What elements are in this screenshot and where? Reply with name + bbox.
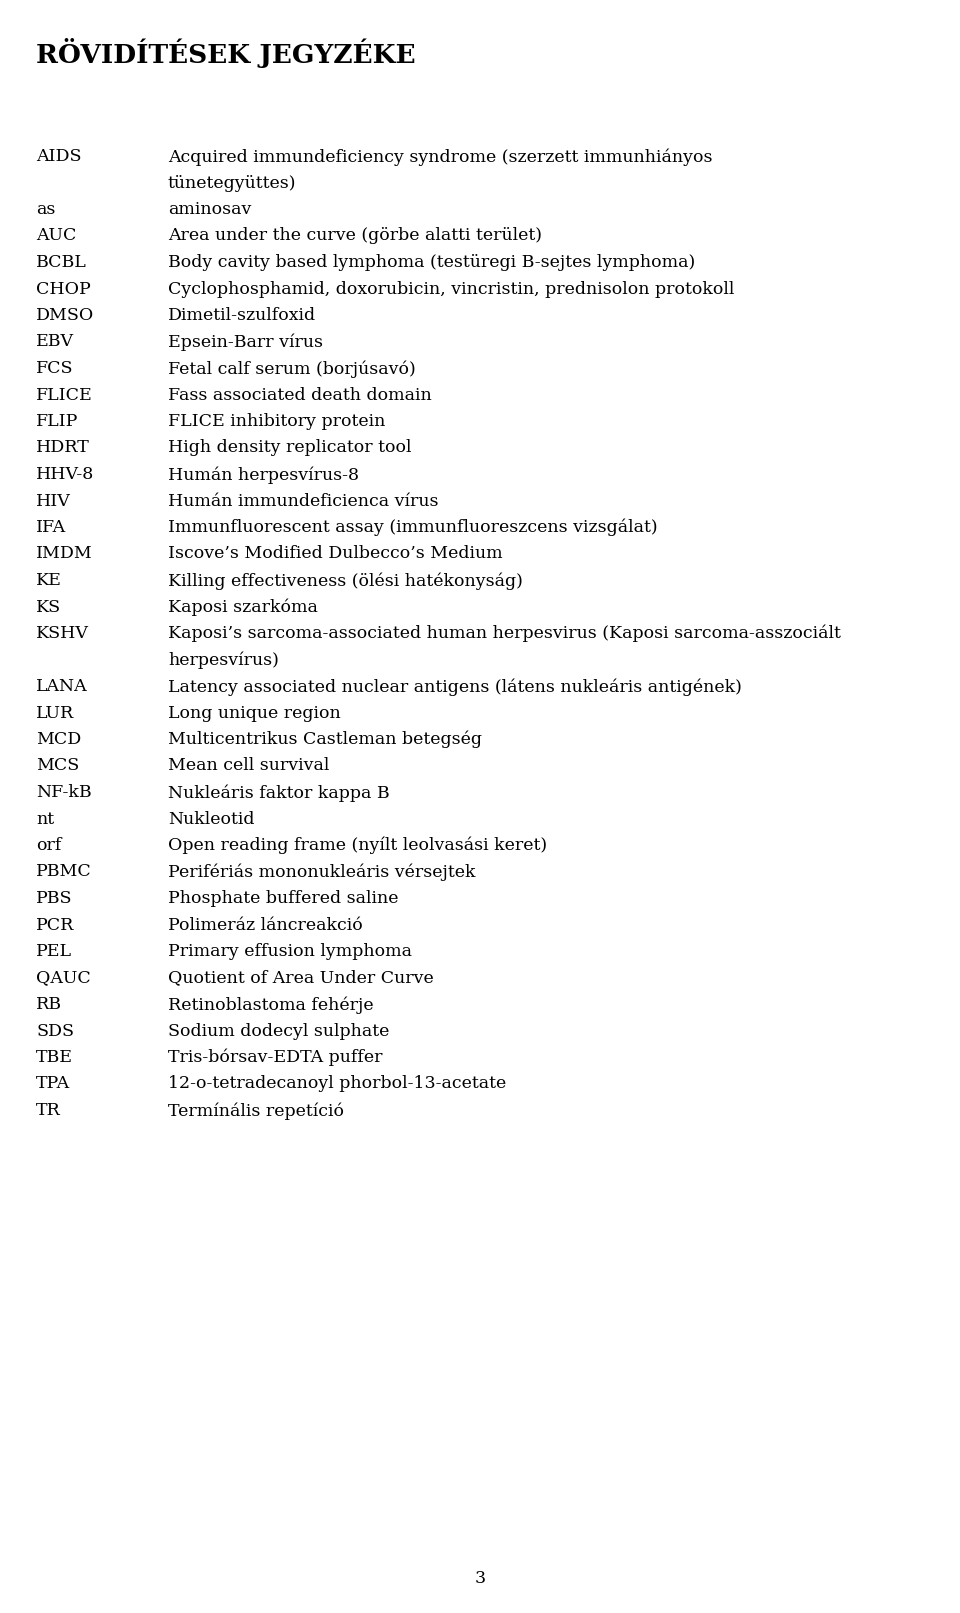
Text: NF-kB: NF-kB	[36, 784, 91, 802]
Text: KS: KS	[36, 598, 61, 616]
Text: Long unique region: Long unique region	[168, 705, 341, 721]
Text: Polimeráz láncreakció: Polimeráz láncreakció	[168, 916, 363, 934]
Text: MCS: MCS	[36, 758, 80, 774]
Text: Kaposi’s sarcoma-associated human herpesvirus (Kaposi sarcoma-asszociált: Kaposi’s sarcoma-associated human herpes…	[168, 624, 841, 642]
Text: nt: nt	[36, 810, 54, 827]
Text: HIV: HIV	[36, 492, 71, 510]
Text: HHV-8: HHV-8	[36, 466, 94, 482]
Text: tünetegyüttes): tünetegyüttes)	[168, 174, 297, 192]
Text: Iscove’s Modified Dulbecco’s Medium: Iscove’s Modified Dulbecco’s Medium	[168, 545, 503, 563]
Text: FLICE: FLICE	[36, 387, 93, 403]
Text: Phosphate buffered saline: Phosphate buffered saline	[168, 890, 398, 907]
Text: Fass associated death domain: Fass associated death domain	[168, 387, 432, 403]
Text: KSHV: KSHV	[36, 624, 89, 642]
Text: Fetal calf serum (borjúsavó): Fetal calf serum (borjúsavó)	[168, 360, 416, 377]
Text: TBE: TBE	[36, 1048, 73, 1066]
Text: herpesvírus): herpesvírus)	[168, 652, 278, 669]
Text: as: as	[36, 202, 56, 218]
Text: Humán herpesvírus-8: Humán herpesvírus-8	[168, 466, 359, 484]
Text: RÖVIDÍTÉSEK JEGYZÉKE: RÖVIDÍTÉSEK JEGYZÉKE	[36, 39, 416, 68]
Text: orf: orf	[36, 837, 61, 853]
Text: Dimetil-szulfoxid: Dimetil-szulfoxid	[168, 306, 316, 324]
Text: PCR: PCR	[36, 916, 74, 934]
Text: MCD: MCD	[36, 731, 82, 748]
Text: CHOP: CHOP	[36, 281, 91, 297]
Text: Sodium dodecyl sulphate: Sodium dodecyl sulphate	[168, 1023, 390, 1039]
Text: Cyclophosphamid, doxorubicin, vincristin, prednisolon protokoll: Cyclophosphamid, doxorubicin, vincristin…	[168, 281, 734, 297]
Text: High density replicator tool: High density replicator tool	[168, 439, 412, 456]
Text: 3: 3	[474, 1569, 486, 1587]
Text: Body cavity based lymphoma (testüregi B-sejtes lymphoma): Body cavity based lymphoma (testüregi B-…	[168, 253, 695, 271]
Text: 12-o-tetradecanoyl phorbol-13-acetate: 12-o-tetradecanoyl phorbol-13-acetate	[168, 1076, 506, 1092]
Text: Nukleáris faktor kappa B: Nukleáris faktor kappa B	[168, 784, 390, 802]
Text: Killing effectiveness (ölési hatékonyság): Killing effectiveness (ölési hatékonyság…	[168, 573, 523, 589]
Text: SDS: SDS	[36, 1023, 74, 1039]
Text: IMDM: IMDM	[36, 545, 93, 563]
Text: KE: KE	[36, 573, 61, 589]
Text: Mean cell survival: Mean cell survival	[168, 758, 329, 774]
Text: Termínális repetíció: Termínális repetíció	[168, 1102, 344, 1119]
Text: Perifériás mononukleáris vérsejtek: Perifériás mononukleáris vérsejtek	[168, 863, 475, 881]
Text: Area under the curve (görbe alatti terület): Area under the curve (görbe alatti terül…	[168, 227, 542, 245]
Text: BCBL: BCBL	[36, 253, 86, 271]
Text: PBMC: PBMC	[36, 863, 92, 881]
Text: LANA: LANA	[36, 677, 87, 695]
Text: LUR: LUR	[36, 705, 74, 721]
Text: aminosav: aminosav	[168, 202, 252, 218]
Text: FLICE inhibitory protein: FLICE inhibitory protein	[168, 413, 385, 431]
Text: Kaposi szarkóma: Kaposi szarkóma	[168, 598, 318, 616]
Text: Latency associated nuclear antigens (látens nukleáris antigének): Latency associated nuclear antigens (lát…	[168, 677, 742, 695]
Text: Primary effusion lymphoma: Primary effusion lymphoma	[168, 944, 412, 960]
Text: PBS: PBS	[36, 890, 73, 907]
Text: DMSO: DMSO	[36, 306, 94, 324]
Text: AIDS: AIDS	[36, 148, 82, 165]
Text: TR: TR	[36, 1102, 60, 1119]
Text: AUC: AUC	[36, 227, 77, 245]
Text: PEL: PEL	[36, 944, 72, 960]
Text: IFA: IFA	[36, 519, 66, 536]
Text: HDRT: HDRT	[36, 439, 89, 456]
Text: FLIP: FLIP	[36, 413, 79, 431]
Text: Quotient of Area Under Curve: Quotient of Area Under Curve	[168, 969, 434, 987]
Text: TPA: TPA	[36, 1076, 70, 1092]
Text: FCS: FCS	[36, 360, 74, 377]
Text: EBV: EBV	[36, 334, 74, 350]
Text: Immunfluorescent assay (immunfluoreszcens vizsgálat): Immunfluorescent assay (immunfluoreszcen…	[168, 519, 658, 537]
Text: Nukleotid: Nukleotid	[168, 810, 254, 827]
Text: Retinoblastoma fehérje: Retinoblastoma fehérje	[168, 995, 373, 1013]
Text: Epsein-Barr vírus: Epsein-Barr vírus	[168, 334, 323, 352]
Text: Multicentrikus Castleman betegség: Multicentrikus Castleman betegség	[168, 731, 482, 748]
Text: Tris-bórsav-EDTA puffer: Tris-bórsav-EDTA puffer	[168, 1048, 382, 1066]
Text: Humán immundeficienca vírus: Humán immundeficienca vírus	[168, 492, 439, 510]
Text: RB: RB	[36, 995, 62, 1013]
Text: Acquired immundeficiency syndrome (szerzett immunhiányos: Acquired immundeficiency syndrome (szerz…	[168, 148, 712, 166]
Text: Open reading frame (nyílt leolvasási keret): Open reading frame (nyílt leolvasási ker…	[168, 837, 547, 855]
Text: QAUC: QAUC	[36, 969, 91, 987]
